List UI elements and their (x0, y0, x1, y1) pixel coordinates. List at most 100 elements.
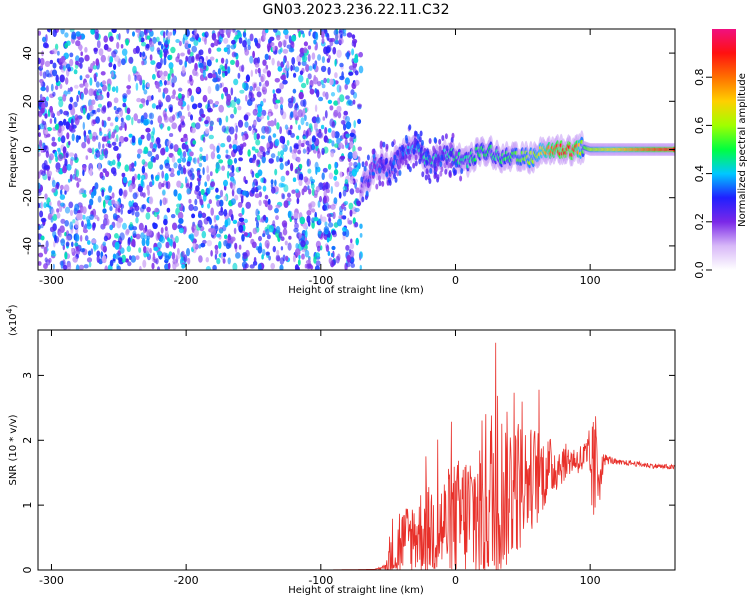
snr-y-tick-label: 0 (21, 567, 34, 574)
noise-speckle (270, 153, 276, 159)
noise-speckle (309, 29, 312, 32)
noise-speckle (267, 204, 273, 211)
noise-speckle (235, 125, 238, 133)
noise-speckle (72, 256, 78, 263)
noise-speckle (174, 262, 180, 267)
noise-speckle (82, 193, 87, 198)
noise-speckle (51, 179, 56, 188)
noise-speckle (103, 35, 108, 43)
noise-speckle (306, 210, 312, 216)
noise-speckle (89, 111, 94, 117)
noise-speckle (116, 41, 120, 50)
noise-speckle (96, 108, 101, 113)
noise-speckle (279, 82, 284, 90)
noise-speckle (113, 106, 117, 111)
noise-speckle (299, 70, 304, 76)
noise-speckle (198, 162, 203, 168)
noise-speckle (72, 102, 75, 111)
noise-speckle (268, 225, 274, 233)
noise-speckle (320, 31, 325, 39)
noise-speckle (160, 43, 164, 50)
noise-speckle (326, 137, 329, 144)
noise-speckle (158, 99, 162, 105)
noise-speckle (344, 83, 349, 90)
ridge-fragment (396, 149, 400, 156)
noise-speckle (322, 167, 328, 173)
noise-speckle (351, 168, 357, 177)
noise-speckle (200, 113, 206, 118)
noise-speckle (191, 122, 197, 129)
noise-speckle (89, 68, 92, 74)
noise-speckle (292, 177, 297, 182)
noise-speckle (192, 242, 196, 250)
noise-speckle (219, 64, 224, 70)
noise-speckle (119, 232, 125, 241)
noise-speckle (75, 55, 80, 63)
ridge-fragment (401, 146, 405, 153)
snr-y-tick-label: 3 (21, 372, 34, 379)
noise-speckle (333, 197, 338, 205)
noise-speckle (344, 77, 350, 85)
noise-speckle (141, 41, 147, 47)
noise-speckle (195, 87, 200, 92)
noise-speckle (172, 241, 177, 249)
noise-speckle (125, 38, 129, 46)
noise-speckle (252, 108, 258, 116)
noise-speckle (107, 83, 111, 92)
noise-speckle (356, 200, 362, 207)
noise-speckle (178, 40, 182, 47)
noise-speckle (40, 81, 43, 87)
ridge-fragment (386, 163, 389, 170)
spectrogram-y-tick-label: 40 (21, 46, 34, 60)
noise-speckle (225, 154, 231, 160)
noise-speckle (71, 241, 74, 247)
noise-speckle (81, 220, 84, 228)
spectrogram-plot-area (38, 29, 675, 270)
ridge-fragment (460, 168, 464, 174)
noise-speckle (206, 174, 210, 182)
ridge-fragment (378, 180, 382, 187)
noise-speckle (339, 85, 342, 93)
noise-speckle (279, 135, 285, 144)
noise-speckle (311, 208, 316, 213)
noise-speckle (349, 141, 354, 149)
noise-speckle (139, 30, 145, 38)
noise-speckle (188, 234, 192, 239)
noise-speckle (55, 168, 61, 173)
noise-speckle (215, 187, 219, 193)
noise-speckle (134, 160, 137, 167)
noise-speckle (212, 103, 215, 109)
noise-speckle (219, 82, 223, 89)
noise-speckle (62, 65, 66, 71)
noise-speckle (353, 40, 357, 48)
noise-speckle (88, 88, 94, 97)
noise-speckle (94, 31, 100, 40)
noise-speckle (187, 49, 191, 55)
noise-speckle (38, 132, 41, 138)
noise-speckle (66, 90, 71, 95)
noise-speckle (317, 54, 322, 61)
noise-speckle (279, 257, 285, 265)
noise-speckle (46, 170, 53, 177)
noise-speckle (77, 178, 82, 183)
noise-speckle (298, 74, 304, 83)
noise-speckle (70, 158, 73, 166)
noise-speckle (343, 110, 349, 116)
noise-speckle (199, 58, 203, 64)
noise-speckle (113, 63, 117, 70)
noise-speckle (164, 173, 169, 182)
noise-speckle (172, 75, 177, 84)
noise-speckle (243, 114, 249, 121)
noise-speckle (238, 244, 242, 250)
noise-speckle (168, 116, 175, 123)
noise-speckle (149, 142, 154, 149)
noise-speckle (57, 50, 60, 56)
noise-speckle (69, 96, 74, 103)
ridge-fragment (428, 178, 432, 184)
noise-speckle (57, 154, 64, 162)
noise-speckle (257, 263, 262, 270)
noise-speckle (305, 130, 308, 139)
noise-speckle (344, 179, 349, 185)
noise-speckle (165, 181, 169, 189)
noise-speckle (57, 147, 61, 152)
